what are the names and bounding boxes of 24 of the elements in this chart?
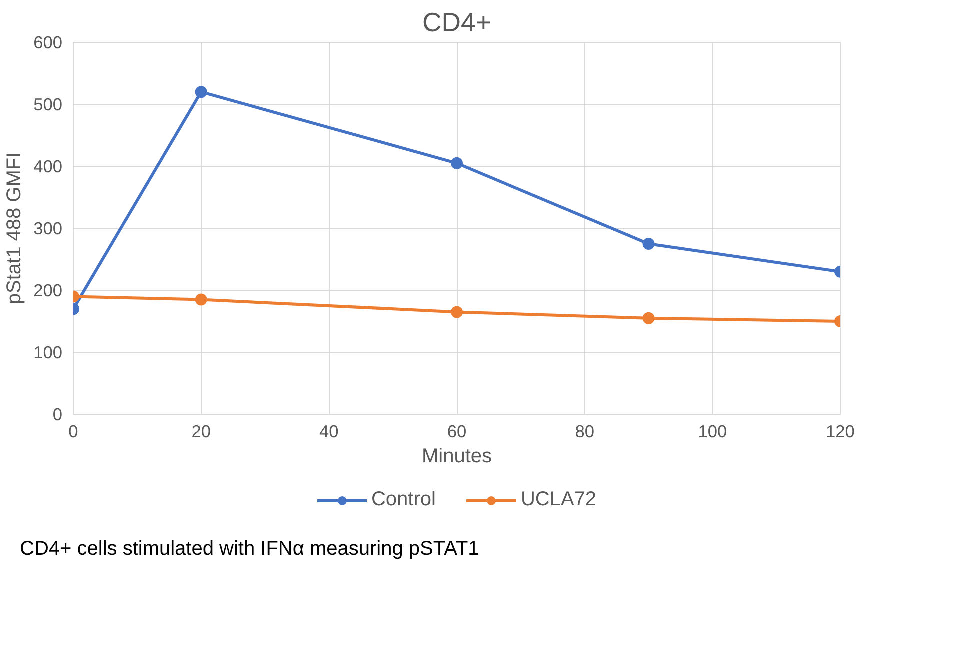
x-tick-label: 0 xyxy=(68,422,78,442)
point xyxy=(642,312,655,324)
y-tick-label: 600 xyxy=(34,32,63,52)
y-axis-title: pStat1 488 GMFI xyxy=(4,152,26,305)
chart-title: CD4+ xyxy=(422,8,492,38)
point xyxy=(451,157,463,170)
point xyxy=(451,306,463,318)
x-tick-label: 120 xyxy=(826,422,855,442)
x-tick-label: 80 xyxy=(575,422,594,442)
y-tick-label: 200 xyxy=(34,280,63,300)
y-tick-label: 100 xyxy=(34,342,63,362)
x-tick-label: 60 xyxy=(447,422,467,442)
x-tick-label: 20 xyxy=(192,422,211,442)
point xyxy=(642,238,655,250)
x-axis-title: Minutes xyxy=(422,446,492,468)
legend-label: Control xyxy=(371,488,436,512)
y-tick-label: 300 xyxy=(34,218,63,238)
y-tick-label: 400 xyxy=(34,156,63,176)
y-tick-label: 500 xyxy=(34,94,63,114)
text: CD4+ cells stimulated with IFNα measuring pSTAT1 xyxy=(20,537,480,562)
x-tick-label: 100 xyxy=(698,422,728,442)
x-tick-label: 40 xyxy=(320,422,339,442)
legend-label: UCLA72 xyxy=(520,488,597,512)
y-tick-label: 0 xyxy=(52,404,63,424)
